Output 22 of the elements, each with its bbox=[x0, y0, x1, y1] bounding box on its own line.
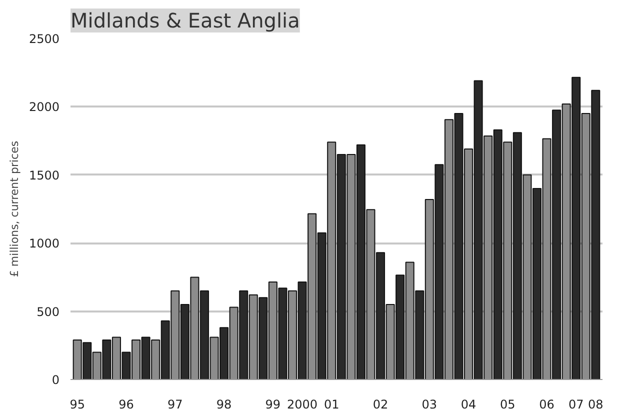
x-tick-label: 95 bbox=[70, 398, 85, 411]
x-tick-label: 97 bbox=[168, 398, 183, 411]
x-tick-label: 99 bbox=[265, 398, 281, 411]
chart-title: Midlands & East Anglia bbox=[70, 8, 300, 32]
y-tick-label: 2000 bbox=[28, 100, 60, 114]
x-tick-label: 01 bbox=[324, 398, 340, 411]
x-tick-label: 98 bbox=[216, 398, 232, 411]
y-tick-label: 0 bbox=[52, 373, 60, 387]
x-tick-label: 2000 bbox=[287, 398, 318, 411]
y-tick-label: 1000 bbox=[28, 236, 60, 251]
x-tick-label: 05 bbox=[500, 398, 516, 411]
y-axis-title: £ millions, current prices bbox=[8, 140, 21, 278]
x-tick-label: 02 bbox=[372, 398, 388, 411]
x-tick-label: 07 bbox=[568, 398, 584, 411]
x-tick-label: 08 bbox=[588, 398, 604, 411]
y-tick-label: 1500 bbox=[28, 168, 60, 182]
x-tick-label: 96 bbox=[118, 398, 134, 411]
x-tick-label: 04 bbox=[460, 398, 476, 411]
x-tick-label: 06 bbox=[539, 398, 554, 411]
x-tick-label: 03 bbox=[422, 398, 438, 411]
y-tick-label: 2500 bbox=[28, 32, 60, 46]
y-tick-label: 500 bbox=[36, 304, 60, 319]
